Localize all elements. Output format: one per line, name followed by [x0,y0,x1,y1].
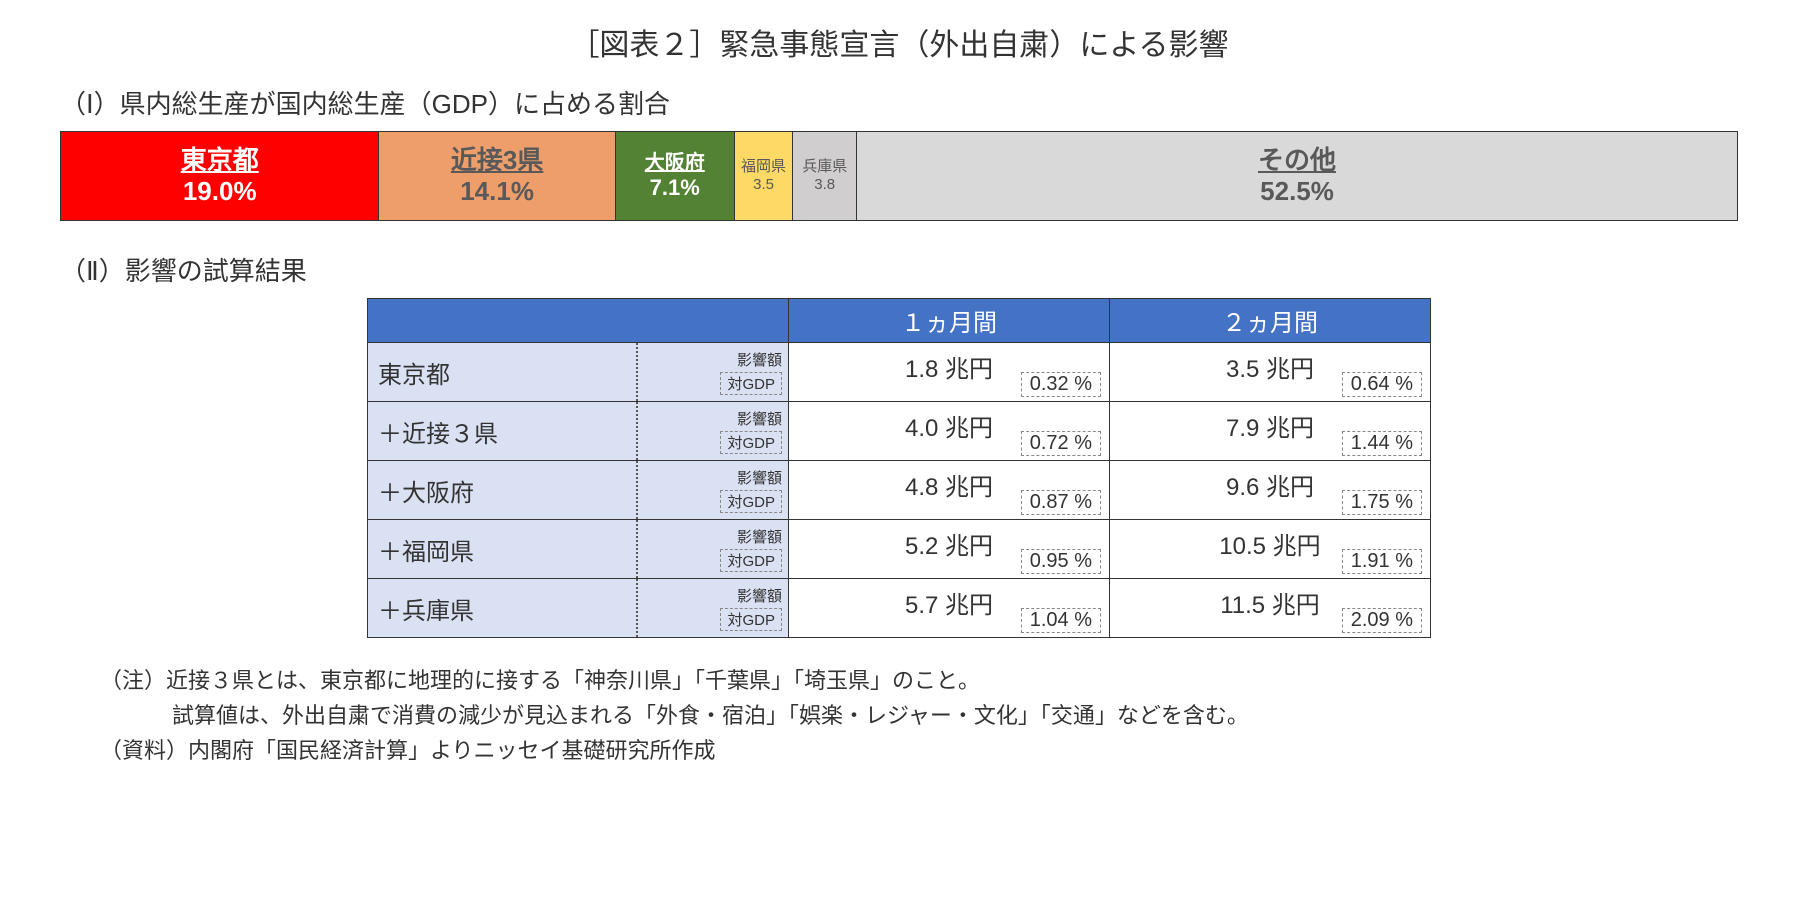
gdp-segment-value: 14.1% [460,176,534,207]
cell-pct: 1.04 % [1021,608,1101,633]
row-sub-label-gdp: 対GDP [720,549,782,572]
row-sub-label-amount: 影響額 [737,408,782,429]
row-header: 東京都影響額対GDP [368,343,788,401]
cell-pct: 0.95 % [1021,549,1101,574]
gdp-segment: 大阪府7.1% [616,132,735,220]
row-region: ＋兵庫県 [368,579,638,637]
cell-pct: 1.91 % [1342,549,1422,574]
row-sub-labels: 影響額対GDP [638,343,788,401]
table-row: ＋大阪府影響額対GDP4.8 兆円0.87 %9.6 兆円1.75 % [368,461,1431,520]
row-sub-labels: 影響額対GDP [638,461,788,519]
cell-pct: 0.32 % [1021,372,1101,397]
gdp-segment-value: 3.5 [753,176,774,194]
value-cell: 3.5 兆円0.64 % [1110,343,1430,401]
value-cell: 4.0 兆円0.72 % [789,402,1109,460]
gdp-segment-value: 7.1% [650,175,700,201]
value-cell: 11.5 兆円2.09 % [1110,579,1430,637]
row-sub-labels: 影響額対GDP [638,579,788,637]
gdp-segment-name: 近接3県 [451,145,543,176]
gdp-segment-value: 52.5% [1260,176,1334,207]
row-sub-label-gdp: 対GDP [720,372,782,395]
footnote-1: （注）近接３県とは、東京都に地理的に接する「神奈川県」「千葉県」「埼玉県」のこと… [100,668,980,693]
row-sub-label-gdp: 対GDP [720,490,782,513]
row-region: ＋近接３県 [368,402,638,460]
gdp-segment: 東京都19.0% [61,132,379,220]
table-header-1month: １ヵ月間 [789,299,1110,343]
footnotes: （注）近接３県とは、東京都に地理的に接する「神奈川県」「千葉県」「埼玉県」のこと… [60,663,1738,769]
gdp-share-bar: 東京都19.0%近接3県14.1%大阪府7.1%福岡県3.5兵庫県3.8その他5… [60,131,1738,221]
row-header: ＋福岡県影響額対GDP [368,520,788,578]
value-cell: 7.9 兆円1.44 % [1110,402,1430,460]
row-header: ＋近接３県影響額対GDP [368,402,788,460]
gdp-segment-name: 兵庫県 [802,158,847,176]
row-header: ＋兵庫県影響額対GDP [368,579,788,637]
table-header-2month: ２ヵ月間 [1110,299,1431,343]
cell-pct: 1.75 % [1342,490,1422,515]
row-sub-label-amount: 影響額 [737,526,782,547]
gdp-segment-value: 3.8 [814,176,835,194]
value-cell: 9.6 兆円1.75 % [1110,461,1430,519]
gdp-segment: 近接3県14.1% [379,132,615,220]
cell-pct: 0.87 % [1021,490,1101,515]
gdp-segment: 兵庫県3.8 [793,132,857,220]
value-cell: 10.5 兆円1.91 % [1110,520,1430,578]
table-row: ＋近接３県影響額対GDP4.0 兆円0.72 %7.9 兆円1.44 % [368,402,1431,461]
cell-pct: 2.09 % [1342,608,1422,633]
impact-table: １ヵ月間 ２ヵ月間 東京都影響額対GDP1.8 兆円0.32 %3.5 兆円0.… [367,298,1431,638]
table-body: 東京都影響額対GDP1.8 兆円0.32 %3.5 兆円0.64 %＋近接３県影… [368,343,1431,638]
table-row: ＋兵庫県影響額対GDP5.7 兆円1.04 %11.5 兆円2.09 % [368,579,1431,638]
gdp-segment-name: 福岡県 [741,158,786,176]
gdp-segment-name: 東京都 [181,145,259,176]
row-sub-labels: 影響額対GDP [638,520,788,578]
row-region: 東京都 [368,343,638,401]
row-sub-label-gdp: 対GDP [720,431,782,454]
footnote-source: （資料）内閣府「国民経済計算」よりニッセイ基礎研究所作成 [100,738,716,763]
row-region: ＋福岡県 [368,520,638,578]
section1-label: （Ⅰ）県内総生産が国内総生産（GDP）に占める割合 [60,84,1738,121]
gdp-segment-name: その他 [1258,145,1336,176]
table-row: 東京都影響額対GDP1.8 兆円0.32 %3.5 兆円0.64 % [368,343,1431,402]
figure-title: ［図表２］緊急事態宣言（外出自粛）による影響 [60,20,1738,64]
cell-pct: 0.64 % [1342,372,1422,397]
table-row: ＋福岡県影響額対GDP5.2 兆円0.95 %10.5 兆円1.91 % [368,520,1431,579]
row-header: ＋大阪府影響額対GDP [368,461,788,519]
gdp-segment-value: 19.0% [183,176,257,207]
value-cell: 1.8 兆円0.32 % [789,343,1109,401]
value-cell: 5.7 兆円1.04 % [789,579,1109,637]
row-region: ＋大阪府 [368,461,638,519]
value-cell: 5.2 兆円0.95 % [789,520,1109,578]
gdp-segment: その他52.5% [857,132,1737,220]
row-sub-label-amount: 影響額 [737,467,782,488]
section2-label: （Ⅱ）影響の試算結果 [60,251,1738,288]
row-sub-labels: 影響額対GDP [638,402,788,460]
value-cell: 4.8 兆円0.87 % [789,461,1109,519]
footnote-2: 試算値は、外出自粛で消費の減少が見込まれる「外食・宿泊」「娯楽・レジャー・文化」… [100,698,1738,733]
gdp-segment-name: 大阪府 [645,151,705,175]
gdp-segment: 福岡県3.5 [735,132,794,220]
cell-pct: 1.44 % [1342,431,1422,456]
row-sub-label-amount: 影響額 [737,585,782,606]
row-sub-label-amount: 影響額 [737,349,782,370]
cell-pct: 0.72 % [1021,431,1101,456]
table-header-blank [368,299,789,343]
row-sub-label-gdp: 対GDP [720,608,782,631]
